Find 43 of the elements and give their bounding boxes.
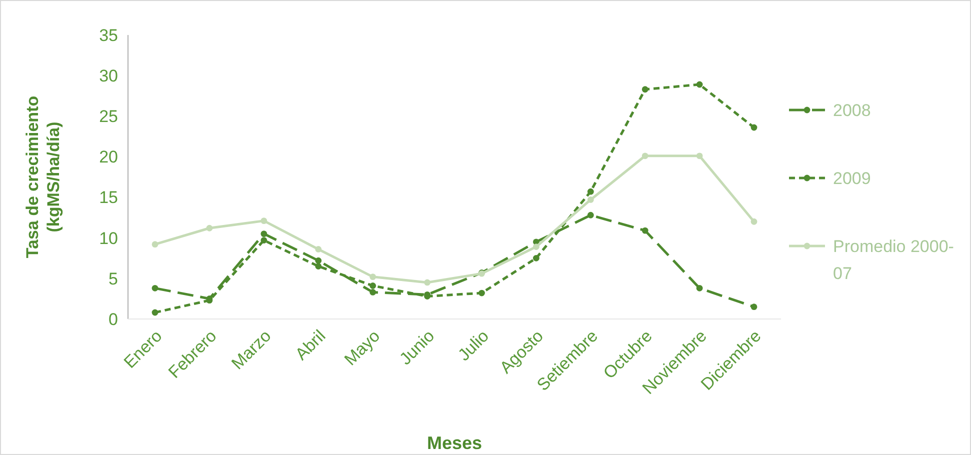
point	[587, 196, 594, 203]
point	[424, 279, 430, 286]
point	[315, 246, 322, 252]
y-tick-label: 25	[99, 107, 118, 126]
point	[478, 290, 485, 296]
y-tick-label: 35	[99, 26, 118, 45]
point	[587, 188, 594, 195]
x-tick-label: Julio	[454, 326, 493, 365]
point	[696, 284, 703, 292]
point	[696, 152, 703, 160]
point	[370, 282, 376, 289]
x-axis-title: Meses	[426, 433, 482, 453]
legend-label: 2009	[833, 168, 871, 188]
point	[642, 152, 648, 160]
legend-label: 2008	[833, 100, 871, 120]
point	[750, 218, 758, 225]
point	[587, 212, 594, 218]
y-tick-label: 20	[99, 148, 118, 167]
point	[642, 227, 648, 234]
point	[532, 254, 540, 262]
point	[750, 124, 758, 131]
y-tick-label: 5	[108, 269, 118, 288]
point	[370, 274, 376, 280]
point	[260, 230, 268, 237]
point	[260, 218, 268, 224]
y-tick-label: 0	[108, 310, 118, 329]
point	[315, 257, 322, 264]
y-tick-label: 30	[99, 66, 118, 86]
point	[260, 237, 268, 244]
point	[152, 309, 158, 316]
y-tick-label: 15	[99, 188, 118, 208]
point	[696, 81, 703, 88]
legend-label: Promedio 2000-07	[833, 236, 954, 283]
y-axis-title: Tasa de crecimiento (kgMS/ha/día)	[23, 96, 63, 258]
point	[750, 304, 758, 310]
point	[642, 86, 648, 93]
point	[152, 241, 158, 248]
point	[370, 289, 376, 296]
y-tick-label: 10	[99, 228, 118, 248]
point	[315, 263, 322, 270]
point	[532, 244, 540, 250]
point	[206, 224, 213, 232]
point	[152, 284, 158, 292]
